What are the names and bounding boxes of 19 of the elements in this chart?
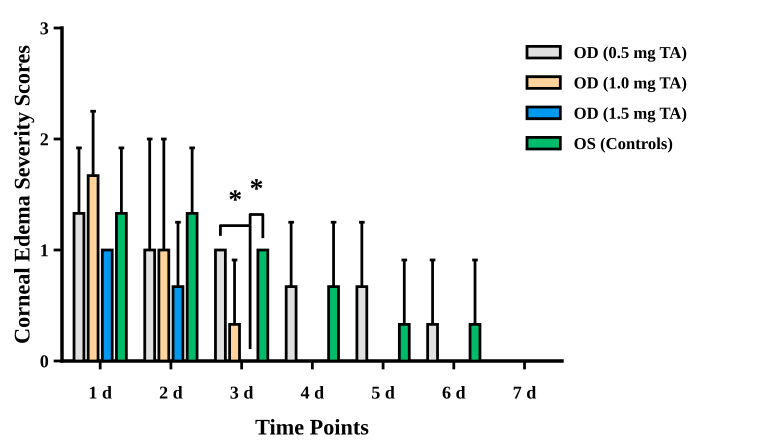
- annotation: *: [250, 179, 262, 190]
- y-tick-label: 3: [40, 22, 48, 34]
- annotation: *: [229, 190, 242, 201]
- y-axis-title: Corneal Edema Severity Scores: [14, 46, 34, 343]
- legend-label: OS (Controls): [574, 137, 672, 153]
- y-tick-label: 1: [41, 244, 48, 256]
- legend-label: OD (0.5 mg TA): [574, 46, 686, 62]
- x-tick-label: 1 d: [90, 386, 112, 399]
- x-tick-label: 7 d: [514, 386, 536, 399]
- x-tick-label: 2 d: [160, 386, 182, 399]
- x-axis-title: Time Points: [255, 419, 368, 435]
- x-tick-label: 6 d: [442, 386, 466, 399]
- x-tick-label: 4 d: [300, 386, 324, 399]
- y-tick-label: 2: [40, 133, 48, 146]
- legend-label: OD (1.5 mg TA): [574, 107, 686, 122]
- legend-label: OD (1.0 mg TA): [574, 76, 686, 92]
- x-tick-label: 5 d: [372, 386, 395, 399]
- x-tick-label: 3 d: [230, 386, 254, 399]
- y-tick-label: 0: [40, 355, 48, 368]
